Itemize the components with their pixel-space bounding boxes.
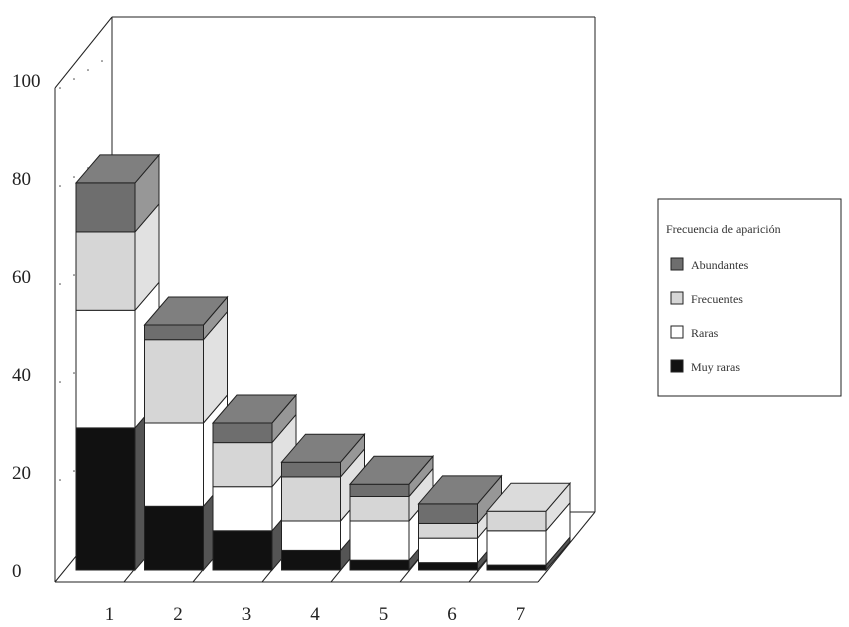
legend-swatch bbox=[670, 291, 684, 305]
bar-top-abundantes bbox=[417, 475, 503, 505]
bar-segment-abundantes bbox=[349, 483, 410, 497]
gridline-dot bbox=[59, 185, 61, 187]
bar-segment-frecuentes bbox=[144, 339, 204, 424]
y-tick-label: 0 bbox=[12, 561, 22, 582]
bar-top-abundantes bbox=[143, 296, 229, 326]
y-tick-label: 60 bbox=[12, 267, 31, 288]
legend-title: Frecuencia de aparición bbox=[666, 222, 781, 236]
bars bbox=[74, 153, 572, 572]
bar-segment-frecuentes bbox=[349, 496, 410, 522]
bar-segment-abundantes bbox=[418, 503, 478, 524]
bar-segment-frecuentes bbox=[75, 231, 136, 311]
legend-label: Abundantes bbox=[691, 258, 749, 272]
bar-top-abundantes bbox=[74, 154, 161, 184]
bar-segment-frecuentes bbox=[212, 442, 273, 488]
legend-swatch bbox=[670, 325, 684, 339]
bar-segment-frecuentes bbox=[486, 510, 547, 532]
bar-segment-muy-raras bbox=[349, 559, 410, 571]
bar-segment-muy-raras bbox=[486, 564, 547, 571]
bar-segment-muy-raras bbox=[144, 505, 204, 571]
bar-segment-muy-raras bbox=[281, 549, 341, 571]
bar-segment-abundantes bbox=[75, 182, 136, 233]
bar-segment-raras bbox=[349, 520, 410, 561]
bar-segment-muy-raras bbox=[75, 427, 136, 571]
bar-top-abundantes bbox=[211, 394, 298, 424]
gridline-dot bbox=[73, 274, 75, 276]
gridline-dot bbox=[59, 479, 61, 481]
legend: Frecuencia de aparición Abundantes Frecue… bbox=[657, 198, 842, 397]
gridline-dot bbox=[59, 381, 61, 383]
bar-segment-abundantes bbox=[281, 461, 341, 478]
bar-segment-muy-raras bbox=[418, 562, 478, 571]
bar-segment-frecuentes bbox=[281, 476, 341, 522]
legend-swatch bbox=[670, 257, 684, 271]
bar-segment-raras bbox=[75, 309, 136, 429]
legend-label: Raras bbox=[691, 326, 719, 340]
x-tick-label: 3 bbox=[242, 604, 252, 625]
y-tick-label: 80 bbox=[12, 169, 31, 190]
x-axis-ticks: 1 2 3 4 5 6 7 bbox=[105, 604, 526, 625]
bar-top-abundantes bbox=[348, 455, 435, 485]
bar-top-frecuentes bbox=[485, 482, 572, 512]
bar-segment-raras bbox=[281, 520, 341, 551]
x-tick-label: 1 bbox=[105, 604, 115, 625]
bar-segment-raras bbox=[144, 422, 204, 507]
y-tick-label: 100 bbox=[12, 71, 41, 92]
bar-segment-muy-raras bbox=[212, 530, 273, 571]
legend-label: Frecuentes bbox=[691, 292, 743, 306]
legend-label: Muy raras bbox=[691, 360, 740, 374]
gridline-dot bbox=[73, 176, 75, 178]
y-tick-label: 40 bbox=[12, 365, 31, 386]
side-wall-top-edge bbox=[54, 16, 113, 89]
bar-segment-abundantes bbox=[212, 422, 273, 444]
legend-swatch bbox=[670, 359, 684, 373]
x-tick-label: 2 bbox=[173, 604, 183, 625]
bar-segment-frecuentes bbox=[418, 522, 478, 539]
legend-items: Abundantes Frecuentes Raras Muy raras bbox=[670, 257, 749, 374]
x-tick-label: 4 bbox=[310, 604, 320, 625]
floor-right-edge bbox=[537, 511, 596, 583]
x-tick-label: 5 bbox=[379, 604, 389, 625]
bar-segment-abundantes bbox=[144, 324, 204, 341]
gridline-dot bbox=[59, 283, 61, 285]
gridline-dot bbox=[87, 69, 89, 71]
x-tick-label: 6 bbox=[447, 604, 457, 625]
gridline-dot bbox=[59, 87, 61, 89]
y-axis-ticks: 0 20 40 60 80 100 bbox=[12, 71, 41, 582]
bar-top-abundantes bbox=[280, 433, 366, 463]
bar-segment-raras bbox=[418, 537, 478, 564]
gridline-dot bbox=[73, 470, 75, 472]
legend-box bbox=[657, 198, 842, 397]
y-tick-label: 20 bbox=[12, 463, 31, 484]
gridline-dot bbox=[73, 372, 75, 374]
gridline-dot bbox=[101, 60, 103, 62]
gridline-dot bbox=[73, 78, 75, 80]
bar-segment-raras bbox=[486, 530, 547, 566]
x-tick-label: 7 bbox=[516, 604, 526, 625]
gridline-dots bbox=[59, 60, 103, 481]
bar-segment-raras bbox=[212, 486, 273, 532]
